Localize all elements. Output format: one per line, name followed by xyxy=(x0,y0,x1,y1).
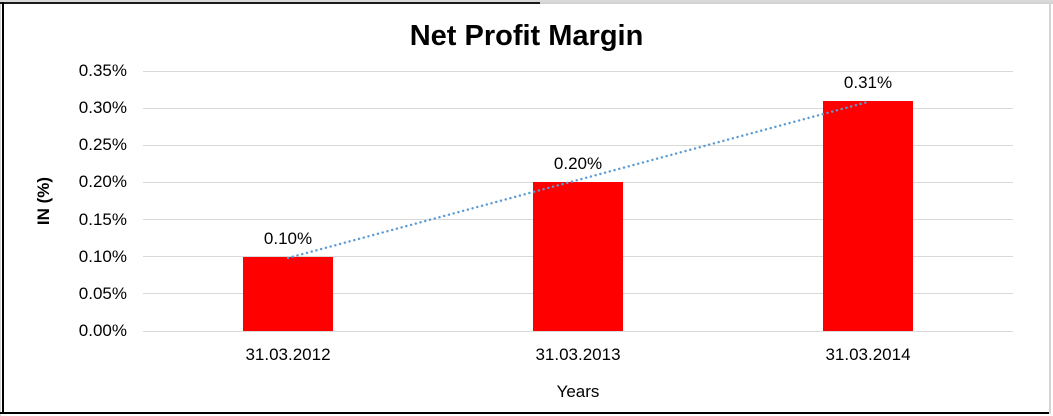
y-axis-tick-label: 0.15% xyxy=(78,209,127,229)
bar-value-label: 0.31% xyxy=(843,72,893,92)
bar-value-label: 0.20% xyxy=(553,154,603,174)
y-axis-tick-label: 0.05% xyxy=(78,283,127,303)
frame-border-right xyxy=(1049,2,1051,414)
x-axis-title: Years xyxy=(556,382,600,401)
x-axis-tick-label: 31.03.2014 xyxy=(825,345,911,364)
bar xyxy=(243,256,333,331)
y-axis-tick-label: 0.00% xyxy=(78,321,127,340)
x-axis-tick-label: 31.03.2012 xyxy=(245,345,331,364)
chart-title: Net Profit Margin xyxy=(409,20,644,52)
y-axis-tick-label: 0.30% xyxy=(78,98,127,118)
y-axis-tick-label: 0.35% xyxy=(78,61,127,80)
bar xyxy=(533,182,623,331)
bar xyxy=(823,100,913,331)
frame-border-top xyxy=(0,2,540,4)
y-axis-tick-label: 0.25% xyxy=(78,135,127,155)
frame-border-top-right xyxy=(540,2,1053,4)
x-axis-tick-label: 31.03.2013 xyxy=(535,345,621,364)
frame-border-top-outer xyxy=(0,0,1053,2)
frame-border-left xyxy=(2,2,4,414)
gridline xyxy=(143,330,1013,332)
gridline xyxy=(143,70,1013,72)
y-axis-tick-label: 0.20% xyxy=(78,172,127,192)
bar-value-label: 0.10% xyxy=(263,228,313,248)
frame-border-bottom xyxy=(0,412,1051,414)
y-axis-tick-label: 0.10% xyxy=(78,246,127,266)
frame-border-left-outer xyxy=(0,0,1,416)
